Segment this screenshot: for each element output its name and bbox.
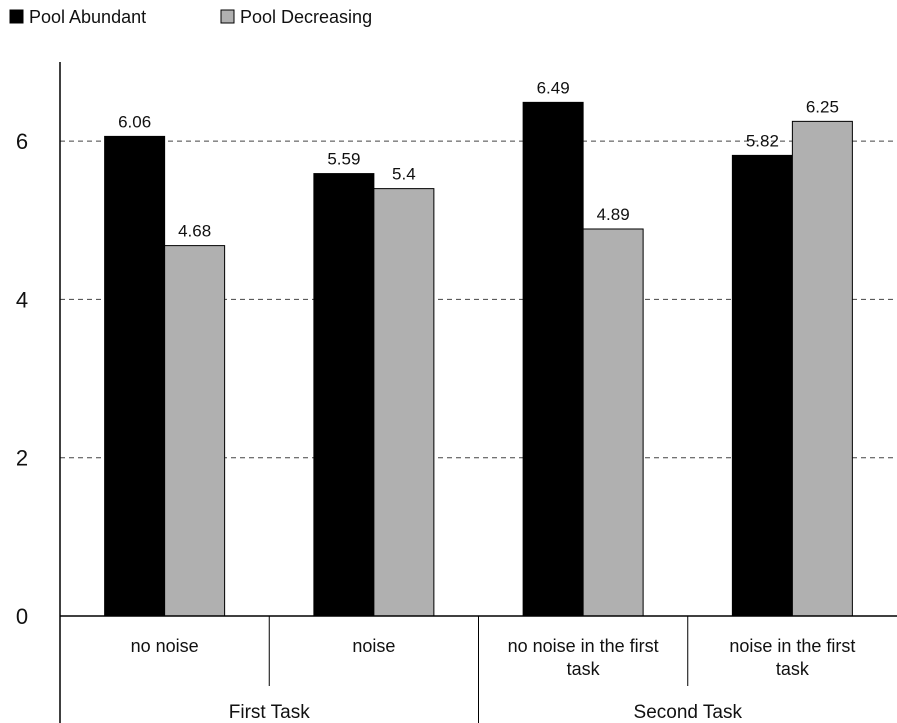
category-label-2: no noise in the first task — [508, 636, 659, 679]
category-label-line-0-0: no noise — [131, 636, 199, 656]
bar-1-2 — [582, 228, 644, 617]
x-group-labels: First Task Second Task — [229, 702, 743, 723]
y-tick-label-0: 0 — [16, 604, 28, 629]
value-label-1-2: 4.89 — [597, 205, 630, 224]
axes — [59, 62, 897, 723]
legend-swatch-1 — [220, 9, 235, 24]
y-tick-labels: 0 2 4 6 — [16, 129, 28, 629]
value-label-1-1: 5.4 — [392, 165, 416, 184]
bar-1-1 — [373, 188, 435, 617]
value-label-1-0: 4.68 — [178, 222, 211, 241]
bar-0-0 — [104, 135, 166, 617]
value-label-0-2: 6.49 — [537, 78, 570, 97]
bar-1-0 — [164, 245, 226, 617]
group-label-0: First Task — [229, 702, 310, 723]
bars — [104, 101, 853, 617]
legend-label-1: Pool Decreasing — [240, 7, 372, 27]
x-category-labels: no noise noise no noise in the first taskno… — [131, 636, 856, 679]
category-label-line-3-0: noise in the first — [729, 636, 855, 656]
value-label-0-0: 6.06 — [118, 112, 151, 131]
category-label-line-1-0: noise — [352, 636, 395, 656]
category-label-line-2-0: no noise in the first — [508, 636, 659, 656]
value-label-1-3: 6.25 — [806, 97, 839, 116]
category-label-0: no noise — [131, 636, 199, 656]
category-label-3: noise in the first task — [729, 636, 855, 679]
bar-0-1 — [313, 173, 375, 617]
bar-1-3 — [791, 120, 853, 617]
y-tick-label-6: 6 — [16, 129, 28, 154]
category-label-line-3-1: task — [776, 659, 810, 679]
y-tick-label-4: 4 — [16, 287, 28, 312]
y-tick-label-2: 2 — [16, 446, 28, 471]
legend: Pool Abundant Pool Decreasing — [9, 7, 372, 27]
bar-0-2 — [522, 101, 584, 617]
legend-label-0: Pool Abundant — [29, 7, 146, 27]
value-labels: 6.06 4.68 5.59 5.4 6.49 4.89 5.82 6.25 — [118, 78, 839, 240]
bar-0-3 — [731, 154, 793, 617]
value-label-0-1: 5.59 — [327, 150, 360, 169]
group-label-1: Second Task — [634, 702, 743, 723]
category-label-line-2-1: task — [567, 659, 601, 679]
value-label-0-3: 5.82 — [746, 131, 779, 150]
category-label-1: noise — [352, 636, 395, 656]
legend-swatch-0 — [9, 9, 24, 24]
